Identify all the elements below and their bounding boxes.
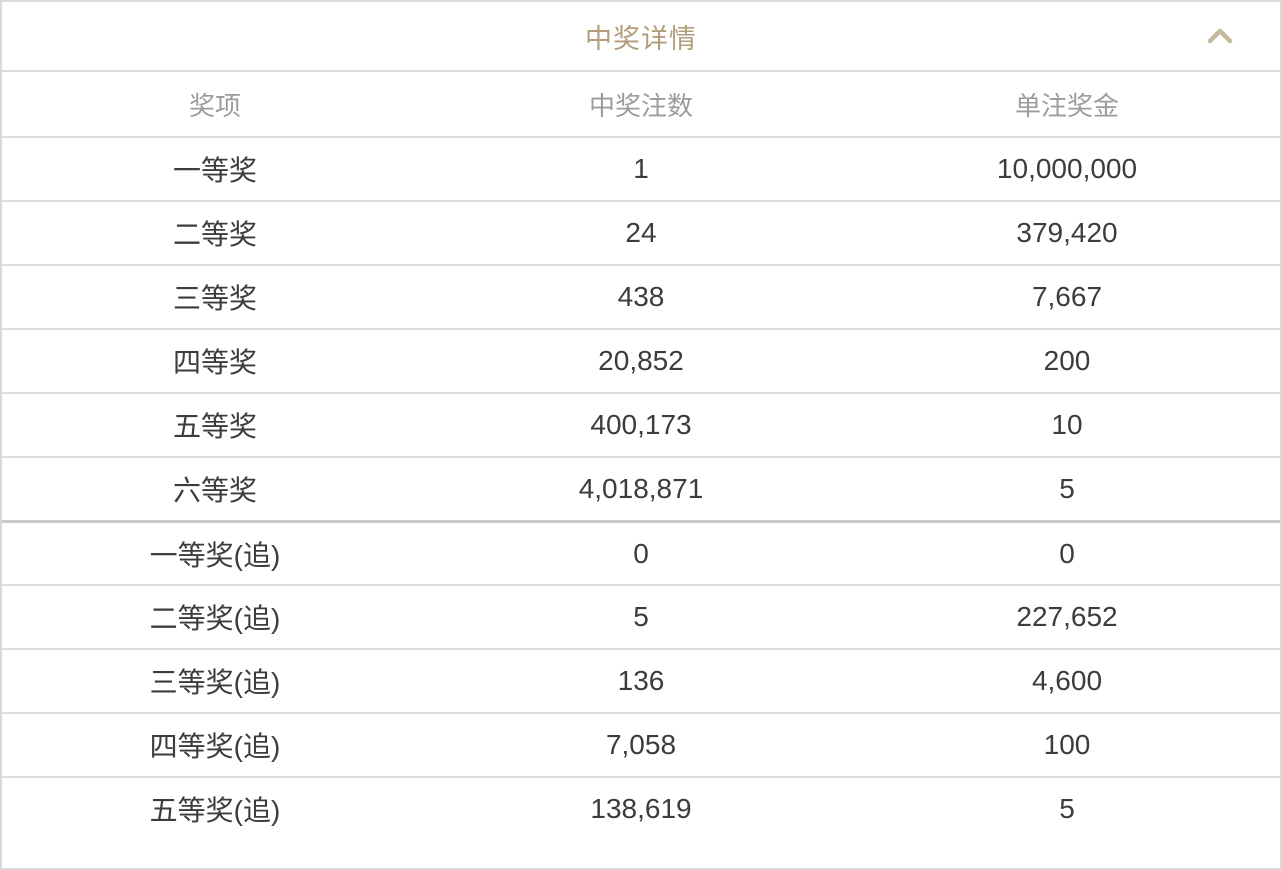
prize-table: 一等奖 1 10,000,000 二等奖 24 379,420 三等奖 438 …	[2, 136, 1280, 840]
winner-count: 24	[625, 217, 657, 248]
table-row: 一等奖 1 10,000,000	[2, 136, 1280, 200]
winner-count: 400,173	[590, 409, 692, 440]
prize-amount: 10	[1051, 409, 1083, 440]
winner-count: 438	[617, 281, 665, 312]
prize-amount: 379,420	[1016, 217, 1118, 248]
prize-name: 四等奖	[172, 347, 257, 378]
column-header-prize: 奖项	[188, 90, 241, 121]
column-header-amount: 单注奖金	[1014, 90, 1119, 121]
table-header-row: 奖项 中奖注数 单注奖金	[2, 72, 1280, 136]
prize-name: 三等奖(追)	[149, 667, 281, 698]
prize-name: 三等奖	[172, 283, 257, 314]
winner-count: 20,852	[598, 345, 684, 376]
column-header-count: 中奖注数	[588, 90, 693, 121]
prize-name: 一等奖(追)	[149, 539, 281, 571]
table-row: 二等奖 24 379,420	[2, 200, 1280, 264]
prize-amount: 4,600	[1031, 665, 1103, 696]
prize-name: 五等奖	[172, 411, 257, 442]
prize-name: 六等奖	[172, 475, 257, 506]
table-row: 三等奖 438 7,667	[2, 264, 1280, 328]
table-row: 四等奖(追) 7,058 100	[2, 712, 1280, 776]
panel-header: 中奖详情	[2, 2, 1280, 72]
winner-count: 0	[633, 537, 649, 569]
table-row: 二等奖(追) 5 227,652	[2, 584, 1280, 648]
prize-amount: 227,652	[1016, 601, 1118, 632]
prize-name: 五等奖(追)	[149, 795, 281, 826]
chevron-up-icon	[1207, 28, 1233, 44]
prize-name: 二等奖(追)	[149, 603, 281, 634]
prize-amount: 7,667	[1031, 281, 1103, 312]
prize-name: 四等奖(追)	[149, 731, 281, 762]
winner-count: 4,018,871	[578, 473, 704, 504]
prize-name: 二等奖	[172, 219, 257, 250]
table-row: 五等奖(追) 138,619 5	[2, 776, 1280, 840]
prize-amount: 5	[1059, 793, 1075, 824]
prize-amount: 10,000,000	[996, 153, 1138, 184]
winner-count: 7,058	[605, 729, 677, 760]
panel-title: 中奖详情	[585, 23, 697, 54]
prize-amount: 5	[1059, 473, 1075, 504]
table-row: 四等奖 20,852 200	[2, 328, 1280, 392]
prize-amount: 200	[1043, 345, 1091, 376]
winner-count: 5	[633, 601, 649, 632]
table-row: 六等奖 4,018,871 5	[2, 456, 1280, 520]
collapse-button[interactable]	[1200, 16, 1240, 56]
table-row: 五等奖 400,173 10	[2, 392, 1280, 456]
winner-count: 1	[633, 153, 649, 184]
prize-amount: 100	[1043, 729, 1091, 760]
prize-amount: 0	[1059, 537, 1075, 569]
prize-name: 一等奖	[172, 155, 257, 186]
winner-count: 136	[617, 665, 665, 696]
table-row: 三等奖(追) 136 4,600	[2, 648, 1280, 712]
table-row: 一等奖(追) 0 0	[2, 520, 1280, 584]
winner-count: 138,619	[590, 793, 692, 824]
